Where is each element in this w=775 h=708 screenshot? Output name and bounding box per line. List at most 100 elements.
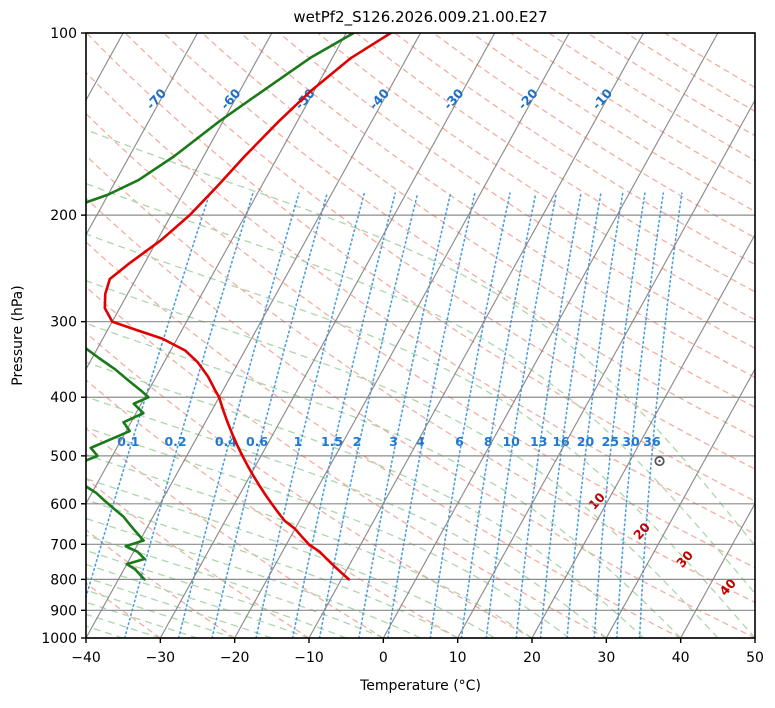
moist-adiabat-line bbox=[86, 129, 755, 547]
y-tick-label: 700 bbox=[50, 537, 77, 553]
dry-adiabat-line bbox=[86, 154, 755, 604]
axis-titles: Temperature (°C) Pressure (hPa) wetPf2_S12… bbox=[10, 8, 548, 694]
mixing-ratio-line bbox=[318, 192, 419, 638]
axes-frame bbox=[85, 32, 756, 639]
x-tick-label: 40 bbox=[672, 650, 690, 666]
mixing-ratio-line bbox=[429, 192, 511, 638]
dry-adiabat-line bbox=[86, 112, 755, 569]
y-tick-label: 200 bbox=[50, 208, 77, 224]
dewpoint-profile bbox=[86, 33, 355, 581]
isotherm-line bbox=[308, 33, 645, 638]
y-tick-label: 600 bbox=[50, 497, 77, 513]
moist-adiabats bbox=[86, 129, 755, 638]
plot-area bbox=[86, 33, 755, 638]
mixing-ratio-label: 3 bbox=[389, 434, 398, 449]
plot-frame bbox=[85, 32, 756, 639]
isotherm-line bbox=[457, 99, 755, 638]
mixing-ratio-label: 20 bbox=[577, 434, 595, 449]
mixing-ratio-label: 2 bbox=[353, 434, 362, 449]
moist-adiabat-line bbox=[86, 563, 310, 638]
mixing-ratio-label: 8 bbox=[484, 434, 493, 449]
moist-adiabat-line bbox=[86, 233, 755, 638]
dry-adiabat-line bbox=[86, 71, 755, 535]
y-tick-label: 500 bbox=[50, 449, 77, 465]
mixing-ratio-label: 0.2 bbox=[164, 434, 186, 449]
moist-adiabat-line bbox=[86, 280, 719, 638]
dry-adiabat-line bbox=[240, 33, 755, 379]
dry-adiabat-line bbox=[86, 379, 459, 638]
y-tick-label: 900 bbox=[50, 603, 77, 619]
isotherm-line bbox=[86, 33, 199, 236]
y-tick-label: 100 bbox=[50, 26, 77, 42]
isotherm-line bbox=[86, 33, 347, 505]
isotherm-line bbox=[159, 33, 496, 638]
isotherm-line bbox=[754, 636, 755, 638]
dry-adiabat-line bbox=[86, 582, 161, 638]
moist-adiabat-line bbox=[86, 395, 607, 638]
mixing-ratio-label: 36 bbox=[643, 434, 661, 449]
mixing-ratio-label: 4 bbox=[416, 434, 425, 449]
isotherm-line bbox=[86, 33, 273, 371]
isotherm-line bbox=[531, 233, 755, 638]
plot-background bbox=[86, 33, 755, 638]
mixing-ratio-label: 0.4 bbox=[215, 434, 237, 449]
mixing-ratio-label: 25 bbox=[602, 434, 619, 449]
mixing-ratio-label: 0.6 bbox=[246, 434, 268, 449]
mixing-ratio-label: 1.5 bbox=[321, 434, 343, 449]
mixing-ratio-line bbox=[211, 192, 328, 638]
dry-adiabat-line bbox=[278, 33, 755, 350]
x-tick-label: −30 bbox=[146, 650, 176, 666]
moist-adiabat-line bbox=[86, 322, 682, 638]
parcel-marker-group bbox=[654, 455, 665, 467]
x-tick-label: 10 bbox=[449, 650, 467, 666]
x-tick-label: 30 bbox=[597, 650, 615, 666]
mixing-ratio-line bbox=[177, 192, 300, 638]
x-tick-label: −40 bbox=[71, 650, 101, 666]
mixing-ratio-label: 1 bbox=[294, 434, 303, 449]
y-tick-label: 300 bbox=[50, 315, 77, 331]
dry-adiabat-line bbox=[86, 241, 681, 638]
mixing-ratio-line bbox=[515, 192, 582, 638]
mixing-ratio-line bbox=[460, 192, 537, 638]
x-axis-title: Temperature (°C) bbox=[359, 678, 481, 694]
moist-adiabat-line bbox=[86, 182, 755, 595]
moist-adiabat-line bbox=[86, 576, 273, 638]
mixing-ratio-line bbox=[539, 192, 602, 638]
dry-adiabat-line bbox=[86, 33, 755, 502]
mixing-ratio-label: 13 bbox=[530, 434, 547, 449]
dry-adiabat-line bbox=[86, 477, 310, 638]
sounding-profiles bbox=[86, 33, 393, 581]
figure-title: wetPf2_S126.2026.009.21.00.E27 bbox=[293, 8, 547, 27]
y-tick-label: 400 bbox=[50, 390, 77, 406]
mixing-ratio-line bbox=[358, 192, 452, 638]
mixing-ratio-line bbox=[566, 192, 624, 638]
moist-adiabat-line bbox=[86, 454, 533, 638]
parcel-marker bbox=[654, 455, 665, 467]
moist-adiabat-line bbox=[86, 426, 570, 638]
parcel-marker-dot bbox=[658, 459, 661, 463]
mixing-ratio-label: 30 bbox=[622, 434, 640, 449]
x-axis-ticks: −40 −30 −20 −10 0 10 20 30 40 50 bbox=[71, 638, 764, 666]
dry-adiabat-line bbox=[317, 33, 755, 321]
dry-adiabat-line bbox=[86, 197, 755, 638]
x-tick-label: −20 bbox=[220, 650, 250, 666]
x-tick-label: 0 bbox=[379, 650, 388, 666]
mixing-ratio-line bbox=[616, 192, 665, 638]
dry-adiabat-line bbox=[86, 529, 236, 638]
isotherms bbox=[86, 33, 755, 638]
isotherm-line bbox=[382, 33, 719, 638]
moist-adiabat-line bbox=[86, 499, 458, 638]
dry-adiabat-line bbox=[124, 33, 755, 470]
y-axis-title: Pressure (hPa) bbox=[10, 285, 26, 385]
isotherm-line bbox=[680, 502, 755, 638]
mixing-ratio-label: 6 bbox=[455, 434, 464, 449]
temperature-profile bbox=[103, 33, 393, 581]
moist-adiabat-line bbox=[86, 534, 384, 638]
isotherm-line bbox=[234, 33, 570, 638]
mixing-ratio-labels: 0.1 0.2 0.4 0.6 1 1.5 2 3 4 6 8 10 13 16 20 25 30 36 bbox=[117, 434, 661, 449]
mixing-ratio-label: 10 bbox=[502, 434, 520, 449]
moist-adiabat-line bbox=[86, 517, 421, 638]
mixing-ratio-line bbox=[485, 192, 558, 638]
